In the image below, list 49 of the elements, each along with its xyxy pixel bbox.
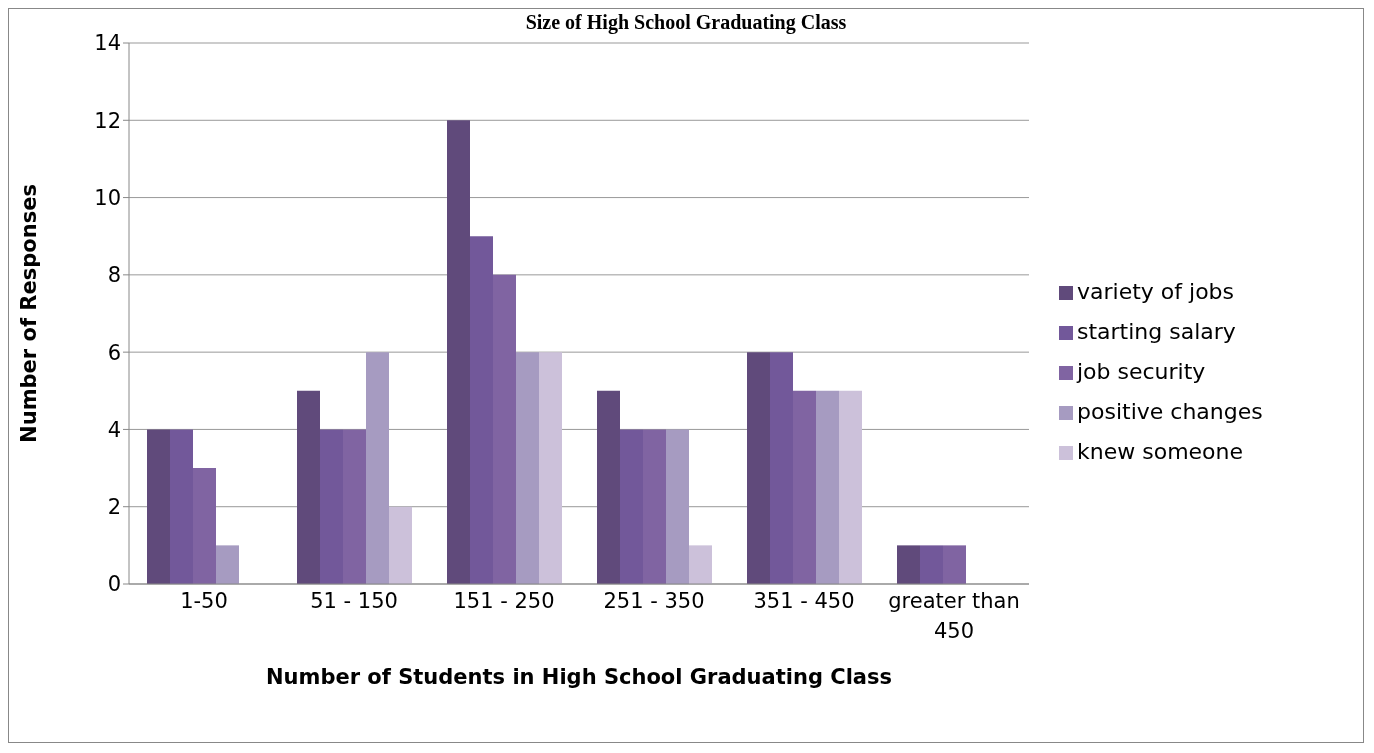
bar <box>320 429 343 584</box>
x-tick-label: 151 - 250 <box>453 589 555 613</box>
legend-label: variety of jobs <box>1077 278 1235 304</box>
x-tick-label: greater than 450 <box>888 589 1020 643</box>
bar <box>943 545 966 584</box>
legend-label: positive changes <box>1077 398 1263 424</box>
bar <box>193 468 216 584</box>
y-tick-label: 10 <box>94 186 121 211</box>
bar <box>770 352 793 584</box>
bar <box>516 352 539 584</box>
bar <box>620 429 643 584</box>
y-tick-label: 4 <box>107 417 121 442</box>
y-tick-label: 8 <box>107 263 121 288</box>
bar <box>689 545 712 584</box>
bar <box>793 390 816 584</box>
bar <box>539 352 562 584</box>
bar <box>597 390 620 584</box>
bar <box>389 506 412 584</box>
bar <box>297 390 320 584</box>
bar <box>170 429 193 584</box>
bar <box>147 429 170 584</box>
y-tick-label: 14 <box>94 31 121 56</box>
x-tick-label: 51 - 150 <box>310 589 398 613</box>
bar <box>643 429 666 584</box>
legend-label: starting salary <box>1077 318 1236 344</box>
bar <box>470 236 493 584</box>
x-tick-label: 351 - 450 <box>753 589 855 613</box>
y-tick-label: 12 <box>94 108 121 133</box>
bar <box>920 545 943 584</box>
bar <box>216 545 239 584</box>
bar <box>666 429 689 584</box>
chart-title: Size of High School Graduating Class <box>525 11 847 33</box>
bar <box>747 352 770 584</box>
y-axis-title: Number of Responses <box>17 184 42 443</box>
x-axis-title: Number of Students in High School Graduating Class <box>265 665 893 689</box>
bar <box>343 429 366 584</box>
bar <box>366 352 389 584</box>
legend-label: job security <box>1077 358 1206 384</box>
y-tick-label: 6 <box>107 340 121 365</box>
bar <box>816 390 839 584</box>
legend-label: knew someone <box>1077 438 1244 464</box>
bar <box>839 390 862 584</box>
x-tick-label: 1-50 <box>180 589 228 613</box>
x-tick-label: 251 - 350 <box>603 589 705 613</box>
y-tick-label: 2 <box>107 495 121 520</box>
bar <box>493 274 516 584</box>
y-tick-label: 0 <box>107 572 121 597</box>
bar <box>897 545 920 584</box>
bar <box>447 120 470 584</box>
